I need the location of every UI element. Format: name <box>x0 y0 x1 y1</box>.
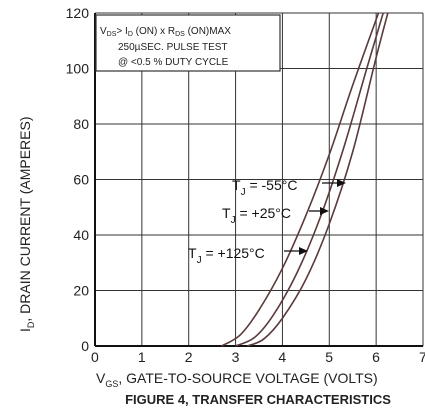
note-box-border <box>95 14 281 72</box>
x-tick-labels: 0 1 2 3 4 5 6 7 <box>91 349 425 365</box>
y-tick-label: 0 <box>81 338 89 354</box>
curves <box>221 12 389 347</box>
x-tick-label: 4 <box>278 349 286 365</box>
x-tick-label: 6 <box>372 349 380 365</box>
series-label-text-plus125: TJ = +125°C <box>188 245 265 266</box>
curve-tj-minus55 <box>246 12 389 347</box>
x-tick-label: 5 <box>325 349 333 365</box>
y-tick-labels: 0 20 40 60 80 100 120 <box>66 5 90 354</box>
note-line-3: @ <0.5 % DUTY CYCLE <box>118 57 229 68</box>
arrow-head-plus25 <box>320 207 329 215</box>
x-tick-label: 2 <box>185 349 193 365</box>
y-tick-label: 40 <box>73 227 89 243</box>
series-label-tj-minus55: TJ = -55°C <box>232 177 346 198</box>
series-label-text-plus25: TJ = +25°C <box>222 205 291 226</box>
y-tick-label: 20 <box>73 283 89 299</box>
y-tick-label: 100 <box>66 61 90 77</box>
x-tick-label: 7 <box>419 349 425 365</box>
y-axis-title: ID, DRAIN CURRENT (AMPERES) <box>17 117 36 332</box>
curve-tj-plus125 <box>221 12 380 347</box>
y-tick-label: 120 <box>66 5 90 21</box>
curve-tj-plus25 <box>235 12 384 347</box>
x-tick-label: 1 <box>138 349 146 365</box>
series-label-text-minus55: TJ = -55°C <box>232 177 297 198</box>
arrow-head-minus55 <box>337 179 346 187</box>
series-label-tj-plus25: TJ = +25°C <box>222 205 329 226</box>
figure-caption: FIGURE 4, TRANSFER CHARACTERISTICS <box>125 392 391 407</box>
x-axis-title: VGS, GATE-TO-SOURCE VOLTAGE (VOLTS) <box>96 370 378 389</box>
x-tick-label: 0 <box>91 349 99 365</box>
y-tick-label: 80 <box>73 116 89 132</box>
y-tick-label: 60 <box>73 172 89 188</box>
note-line-2: 250µSEC. PULSE TEST <box>118 42 228 53</box>
arrow-head-plus125 <box>299 247 308 255</box>
series-label-tj-plus125: TJ = +125°C <box>188 245 308 266</box>
test-conditions-box: VDS> ID (ON) x RDS (ON)MAX 250µSEC. PULS… <box>95 14 281 72</box>
note-line-1: VDS> ID (ON) x RDS (ON)MAX <box>100 26 231 38</box>
x-tick-label: 3 <box>232 349 240 365</box>
